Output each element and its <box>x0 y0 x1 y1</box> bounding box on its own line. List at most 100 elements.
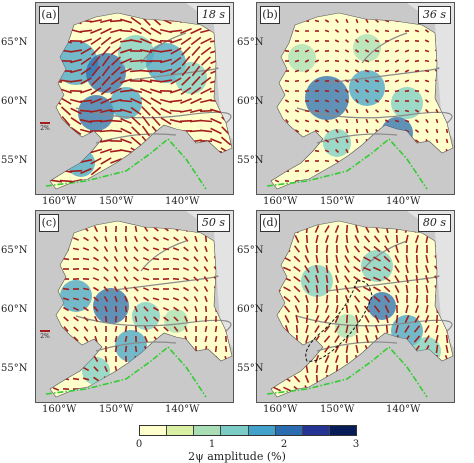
fast-axis-bar <box>305 41 309 42</box>
fast-axis-bar <box>325 71 329 72</box>
fast-axis-bar <box>276 335 279 343</box>
fast-axis-bar <box>173 389 179 390</box>
fast-axis-bar <box>53 278 59 280</box>
fast-axis-bar <box>427 375 428 383</box>
fast-axis-bar <box>174 357 179 361</box>
fast-axis-bar <box>335 51 339 52</box>
lon-tick-140-b: 140°W <box>386 196 420 207</box>
fast-axis-bar <box>426 385 428 393</box>
colorbar-tick-3: 3 <box>353 439 359 450</box>
fast-axis-bar <box>63 368 68 370</box>
fast-axis-bar <box>114 387 117 392</box>
fast-axis-bar <box>276 149 278 152</box>
fast-axis-bar <box>285 150 288 152</box>
fast-axis-bar <box>435 170 438 172</box>
fast-axis-bar <box>436 160 439 163</box>
fast-axis-bar <box>297 325 298 333</box>
fast-axis-bar <box>286 335 288 343</box>
fast-axis-bar <box>116 346 117 352</box>
fast-axis-bar <box>116 306 117 312</box>
fast-axis-bar <box>174 347 178 352</box>
fast-axis-bar <box>385 366 389 373</box>
fast-axis-bar <box>336 385 338 393</box>
fast-axis-bar <box>385 101 389 102</box>
fast-axis-bar <box>116 236 117 242</box>
fast-axis-bar <box>425 160 428 162</box>
fast-axis-bar <box>182 177 190 186</box>
fast-axis-bar <box>163 357 168 360</box>
fast-axis-bar <box>160 149 171 153</box>
fast-axis-bar <box>93 388 98 391</box>
fast-axis-bar <box>120 101 132 102</box>
fast-axis-bar <box>140 180 152 182</box>
fast-axis-bar <box>210 179 221 183</box>
fast-axis-bar <box>191 158 201 164</box>
fast-axis-bar <box>415 161 419 162</box>
fast-axis-bar <box>130 159 141 163</box>
map-panel-a: 2% (a) 18 s <box>35 2 234 195</box>
fast-axis-bar <box>61 28 71 34</box>
fast-axis-bar <box>325 61 329 62</box>
fast-axis-bar <box>305 91 309 92</box>
fast-axis-bar <box>335 61 339 62</box>
lon-tick-150-c: 150°W <box>99 404 133 415</box>
period-label: 18 s <box>197 6 230 24</box>
fast-axis-bar <box>395 386 399 393</box>
fast-axis-bar <box>215 376 218 381</box>
fast-axis-bar <box>194 387 198 391</box>
fast-axis-bar <box>357 139 358 143</box>
fast-axis-bar <box>356 159 358 162</box>
fast-axis-bar <box>305 111 309 112</box>
fast-axis-bar <box>80 140 92 142</box>
fast-axis-bar <box>285 51 289 52</box>
fast-axis-bar <box>425 170 429 171</box>
fast-axis-bar <box>141 158 152 164</box>
lon-tick-150-d: 150°W <box>320 404 354 415</box>
fast-axis-bar <box>53 288 58 290</box>
fast-axis-bar <box>387 325 388 333</box>
fast-axis-bar <box>435 180 438 182</box>
fast-axis-bar <box>315 21 319 22</box>
fast-axis-bar <box>150 170 162 173</box>
map-panel-d: (d) 80 s <box>256 210 455 403</box>
fast-axis-bar <box>335 181 339 182</box>
lat-tick-55-a: 55°N <box>1 155 27 166</box>
fast-axis-bar <box>171 178 181 184</box>
fast-axis-bar <box>395 111 399 112</box>
scale-bar-label: 2% <box>40 333 50 340</box>
fast-axis-bar <box>274 297 280 302</box>
fast-axis-bar <box>365 356 369 363</box>
fast-axis-bar <box>171 169 182 174</box>
fast-axis-bar <box>84 357 89 361</box>
fast-axis-bar <box>315 140 319 141</box>
fast-axis-bar <box>225 366 228 371</box>
fast-axis-bar <box>415 150 419 152</box>
lat-tick-65-a: 65°N <box>1 37 27 48</box>
fast-axis-bar <box>405 111 409 112</box>
lat-tick-60-c: 60°N <box>1 304 27 315</box>
amplitude-blob <box>93 288 129 324</box>
fast-axis-bar <box>206 316 207 322</box>
fast-axis-bar <box>74 347 79 351</box>
fast-axis-bar <box>285 160 289 162</box>
fast-axis-bar <box>415 61 419 62</box>
fast-axis-bar <box>295 150 299 151</box>
fast-axis-bar <box>61 147 71 154</box>
fast-axis-bar <box>315 171 319 172</box>
period-label: 36 s <box>418 6 451 24</box>
fast-axis-bar <box>276 139 278 143</box>
colorbar-swatch <box>249 426 276 435</box>
fast-axis-bar <box>405 151 409 152</box>
fast-axis-bar <box>315 151 319 152</box>
fast-axis-bar <box>444 376 450 382</box>
fast-axis-bar <box>315 346 319 353</box>
fast-axis-bar <box>153 378 159 379</box>
fast-axis-bar <box>184 377 189 380</box>
fast-axis-bar <box>196 316 197 322</box>
fast-axis-bar <box>126 306 127 312</box>
fast-axis-bar <box>437 129 438 133</box>
fast-axis-bar <box>357 129 358 133</box>
fast-axis-bar <box>384 386 390 391</box>
fast-axis-bar <box>347 225 348 233</box>
fast-axis-bar <box>286 140 289 143</box>
